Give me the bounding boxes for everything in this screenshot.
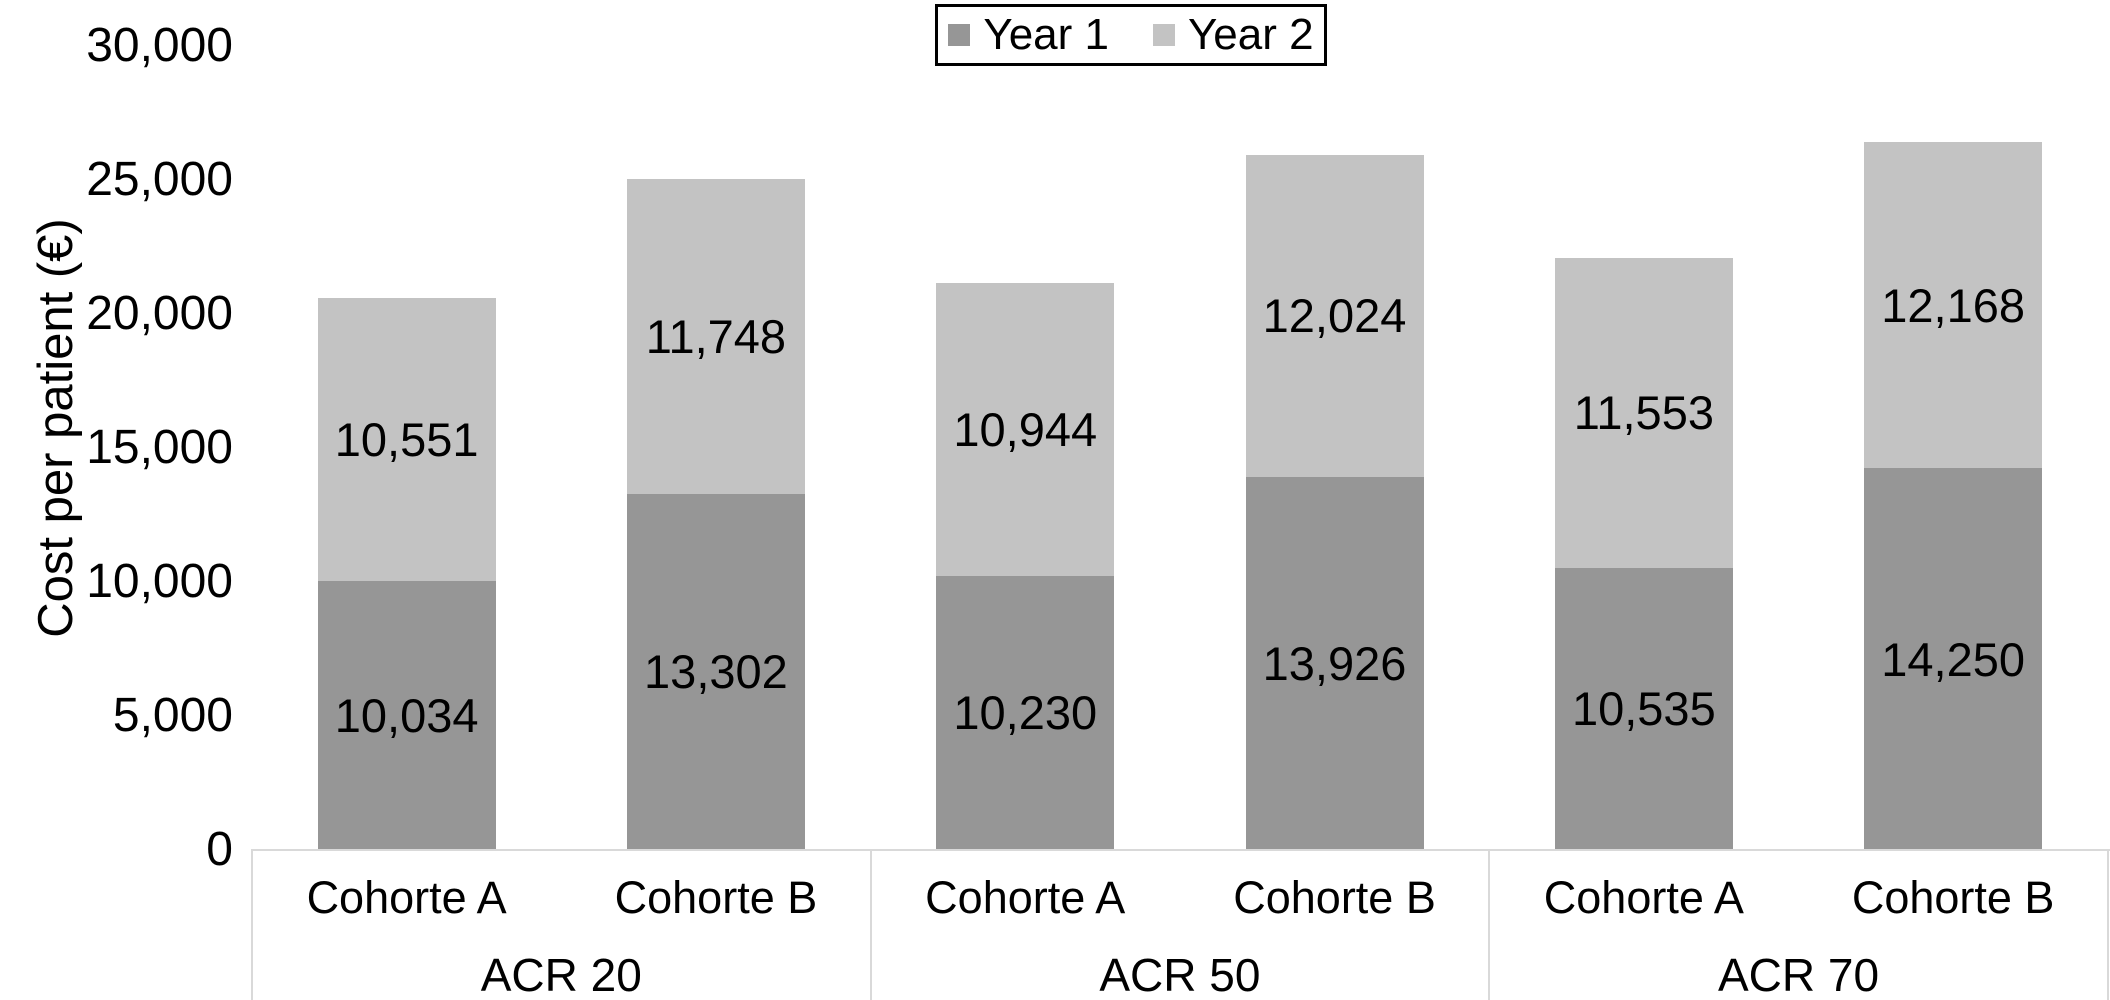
x-category-label: Cohorte B: [1233, 872, 1436, 923]
y-tick-label: 5,000: [112, 689, 233, 742]
y-tick-label: 0: [206, 823, 233, 876]
year2-swatch-icon: [1153, 24, 1175, 46]
y-tick-label: 30,000: [86, 19, 233, 72]
bar-segment-year1: 13,302: [626, 493, 805, 850]
bar-segment-year1: 14,250: [1864, 468, 2043, 850]
x-group-label: ACR 70: [1717, 949, 1880, 1000]
x-category-label: Cohorte A: [1543, 872, 1744, 923]
legend-item-year1: Year 1: [948, 10, 1109, 60]
y-tick-label: 15,000: [86, 421, 233, 474]
category-divider-line: [869, 849, 872, 1000]
bar-value-label: 13,926: [1262, 636, 1407, 690]
bar-segment-year1: 10,034: [317, 581, 496, 850]
bar-value-label: 10,034: [334, 689, 479, 743]
bar-segment-year2: 12,024: [1245, 154, 1424, 477]
bar-segment-year2: 10,944: [936, 282, 1115, 576]
year1-swatch-icon: [948, 24, 971, 46]
category-divider-line: [1488, 849, 1491, 1000]
bar-value-label: 10,551: [334, 413, 479, 467]
y-tick-label: 10,000: [86, 555, 233, 608]
bar-value-label: 12,168: [1881, 278, 2026, 332]
bar-segment-year1: 10,535: [1554, 567, 1733, 850]
bar-segment-year2: 11,748: [626, 178, 805, 494]
legend-item-year2: Year 2: [1153, 10, 1314, 60]
y-tick-label: 20,000: [86, 287, 233, 340]
x-group-label: ACR 50: [1099, 949, 1261, 1000]
bar-segment-year2: 11,553: [1554, 258, 1733, 568]
bar-value-label: 13,302: [644, 645, 788, 699]
bar-segment-year2: 12,168: [1864, 141, 2043, 469]
bar-value-label: 11,748: [645, 309, 787, 363]
legend-label-year2: Year 2: [1188, 10, 1314, 59]
legend-label-year1: Year 1: [983, 10, 1109, 59]
x-category-label: Cohorte B: [614, 872, 818, 923]
bar-value-label: 10,944: [953, 402, 1098, 456]
bar-value-label: 10,535: [1571, 682, 1716, 736]
x-group-label: ACR 20: [480, 949, 642, 1000]
category-divider-line: [251, 849, 253, 1000]
x-axis-line: [252, 849, 2110, 851]
bar-value-label: 14,250: [1881, 632, 2026, 686]
y-tick-label: 25,000: [86, 153, 233, 206]
bar-value-label: 12,024: [1262, 289, 1407, 343]
bar-segment-year1: 10,230: [936, 575, 1115, 850]
x-category-label: Cohorte A: [925, 872, 1126, 923]
x-category-label: Cohorte B: [1851, 872, 2055, 923]
category-divider-line: [2106, 849, 2109, 1000]
bar-segment-year1: 13,926: [1245, 476, 1424, 850]
bar-value-label: 10,230: [953, 686, 1098, 740]
bar-value-label: 11,553: [1573, 386, 1714, 440]
legend: Year 1 Year 2: [935, 4, 1327, 66]
bar-segment-year2: 10,551: [317, 298, 496, 582]
x-category-label: Cohorte A: [306, 872, 507, 923]
